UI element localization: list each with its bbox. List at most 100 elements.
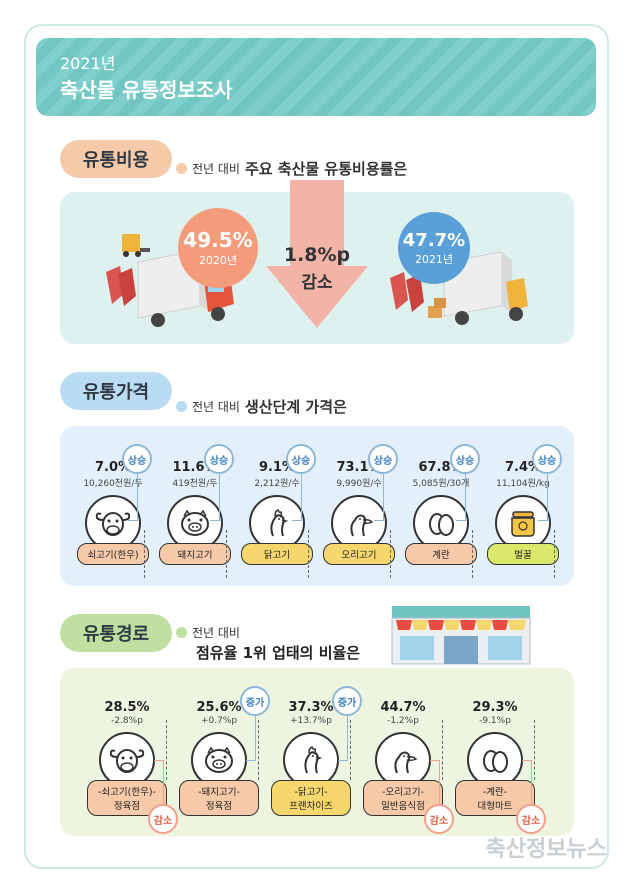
route-subtitle-main: 점유율 1위 업태의 비율은 [196,644,361,662]
price-item-name: 벌꿀 [487,543,559,565]
route-item-name: -닭고기- 프랜차이즈 [271,780,351,816]
divider [350,720,351,780]
trend-line [439,760,440,804]
price-item-name: 닭고기 [241,543,313,565]
divider [390,530,391,578]
route-pct: 25.6% [196,700,242,715]
chicken-icon [283,732,339,788]
route-item: 28.5% -2.8%p -쇠고기(한우)- 정육점 [84,700,170,816]
trend-line [137,474,138,520]
trend-line [538,520,548,521]
divider [442,720,443,780]
trend-line [465,474,466,520]
increase-badge: 상승 [368,444,398,474]
price-item-name: 계란 [405,543,477,565]
route-subtitle: 전년 대비 [176,624,240,641]
cost-subtitle: 전년 대비 주요 축산물 유통비용률은 [176,158,407,179]
route-pct: 44.7% [380,700,426,715]
delta-direction: 감소 [301,273,333,293]
divider [472,530,473,578]
banner-year: 2021년 [60,54,116,73]
route-delta: +13.7%p [290,716,332,726]
route-pct: 37.3% [288,700,334,715]
increase-badge: 증가 [332,686,362,716]
trend-line [219,474,220,520]
blue-dot-icon [176,401,187,412]
decrease-badge: 감소 [424,804,454,834]
price-item: 11.6% 419천원/두 돼지고기 [152,460,238,565]
trend-line [292,520,302,521]
cow-icon [85,495,141,551]
trend-line [531,760,532,804]
route-label: 유통경로 [60,614,172,652]
route-item: 44.7% -1.2%p -오리고기- 일반음식점 [360,700,446,816]
chicken-icon [249,495,305,551]
route-delta: -1.2%p [387,716,419,726]
price-unit: 5,085원/30개 [412,479,470,489]
increase-badge: 상승 [450,444,480,474]
price-unit: 11,104원/kg [496,479,550,489]
rate-2021-circle: 47.7% 2021년 [398,212,470,284]
trend-line [128,520,138,521]
trend-line [374,520,384,521]
duck-icon [331,495,387,551]
decrease-badge: 감소 [148,804,178,834]
pig-icon [191,732,247,788]
route-pct: 29.3% [472,700,518,715]
price-unit: 419천원/두 [172,479,218,489]
price-item: 7.4% 11,104원/kg 벌꿀 [480,460,566,565]
divider [144,530,145,578]
trend-line [456,520,466,521]
price-unit: 2,212원/수 [254,479,300,489]
trend-line [210,520,220,521]
increase-badge: 상승 [532,444,562,474]
store-illustration [391,606,531,665]
trend-line [154,760,164,761]
divider [554,530,555,578]
trend-line [255,716,256,760]
divider [166,720,167,780]
banner-title: 축산물 유통정보조사 [60,78,233,102]
trend-line [338,760,348,761]
price-item: 7.0% 10,260천원/두 쇠고기(한우) [70,460,156,565]
decrease-badge: 감소 [516,804,546,834]
title-banner: 2021년 축산물 유통정보조사 [36,38,596,116]
price-unit: 10,260천원/두 [83,479,143,489]
divider [308,530,309,578]
route-item: 37.3% +13.7%p -닭고기- 프랜차이즈 [268,700,354,816]
egg-icon [467,732,523,788]
rate-2020-circle: 49.5% 2020년 [178,208,258,288]
increase-badge: 상승 [286,444,316,474]
orange-dot-icon [176,163,187,174]
route-pct: 28.5% [104,700,150,715]
price-label: 유통가격 [60,372,172,410]
green-dot-icon [176,627,187,638]
cost-label: 유통비용 [60,140,172,178]
trend-line [163,760,164,804]
trend-line [522,760,532,761]
price-item: 9.1% 2,212원/수 닭고기 [234,460,320,565]
price-subtitle: 전년 대비 생산단계 가격은 [176,396,347,417]
honey-icon [495,495,551,551]
truck-2021-illustration [390,251,528,325]
route-item: 29.3% -9.1%p -계란- 대형마트 [452,700,538,816]
pig-icon [167,495,223,551]
route-delta: +0.7%p [200,716,238,726]
trend-line [246,760,256,761]
price-item-name: 오리고기 [323,543,395,565]
trend-line [347,716,348,760]
divider [534,720,535,780]
divider [258,720,259,780]
route-item-name: -돼지고기- 정육점 [179,780,259,816]
route-item: 25.6% +0.7%p -돼지고기- 정육점 [176,700,262,816]
price-item-name: 쇠고기(한우) [77,543,149,565]
route-delta: -9.1%p [479,716,511,726]
delta-value: 1.8%p [283,244,351,266]
trend-line [547,474,548,520]
route-delta: -2.8%p [111,716,143,726]
divider [226,530,227,578]
watermark: 축산정보뉴스 [485,837,607,862]
decrease-arrow-icon [266,180,368,328]
trend-line [383,474,384,520]
trend-line [301,474,302,520]
